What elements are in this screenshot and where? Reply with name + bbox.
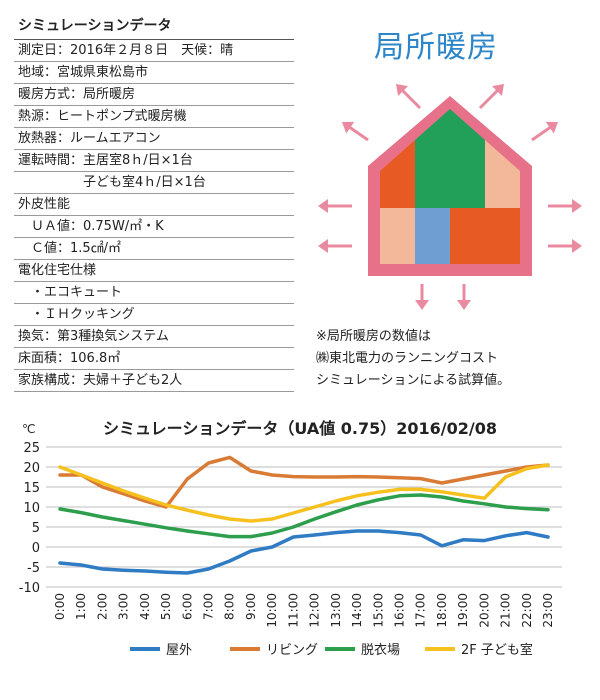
- heat-arrow-head: [396, 84, 409, 97]
- y-tick-label: 0: [32, 541, 40, 556]
- x-tick-label: 21:00: [499, 593, 513, 628]
- series-line-3: [58, 463, 550, 523]
- room-bottom-left: [380, 208, 415, 264]
- spec-row: 運転時間：主居室8ｈ/日×1台: [14, 150, 294, 172]
- series-line-1: [58, 455, 550, 509]
- spec-row: 熱源：ヒートポンプ式暖房機: [14, 106, 294, 128]
- y-tick-label: 25: [23, 441, 40, 456]
- house-rooms: [380, 109, 520, 264]
- room-top-right: [485, 140, 520, 208]
- spec-rows: 測定日：2016年２月８日 天候：晴 地域：宮城県東松島市 暖房方式：局所暖房 熱源：…: [14, 40, 294, 392]
- heat-arrow-head: [342, 121, 355, 134]
- hero-title: 局所暖房: [374, 30, 498, 65]
- x-tick-label: 15:00: [371, 593, 385, 628]
- y-axis-label: ℃: [22, 422, 35, 436]
- note-line: シミュレーションによる試算値。: [316, 373, 511, 388]
- heat-arrow-shaft: [478, 87, 501, 110]
- x-tick-label: 23:00: [541, 593, 555, 628]
- spec-row: ＵＡ値：0.75W/㎡・K: [14, 216, 294, 238]
- x-tick-label: 11:00: [286, 593, 300, 628]
- chart-title: シミュレーションデータ（UA値 0.75）2016/02/08: [102, 419, 498, 438]
- heat-arrow-head: [572, 239, 582, 253]
- legend-label: 脱衣場: [361, 642, 400, 658]
- heat-arrows: [318, 84, 582, 310]
- room-top-left: [380, 140, 415, 208]
- heat-arrow-head: [545, 121, 558, 134]
- spec-row: 床面積：106.8㎡: [14, 348, 294, 370]
- y-tick-label: 20: [23, 461, 40, 476]
- room-bottom-center: [415, 208, 450, 264]
- y-tick-label: -5: [27, 561, 40, 576]
- spec-row: 地域：宮城県東松島市: [14, 62, 294, 84]
- spec-title: シミュレーションデータ: [14, 12, 294, 40]
- x-tick-label: 17:00: [414, 593, 428, 628]
- heat-arrow-shaft: [531, 124, 554, 142]
- y-tick-label: 10: [23, 501, 40, 516]
- x-tick-label: 7:00: [202, 593, 216, 620]
- series-line-0: [58, 529, 550, 575]
- house-illustration: [318, 84, 582, 310]
- heat-arrow-shaft: [346, 124, 369, 142]
- x-tick-label: 20:00: [477, 593, 491, 628]
- spec-row: 暖房方式：局所暖房: [14, 84, 294, 106]
- x-tick-label: 14:00: [350, 593, 364, 628]
- spec-row: 家族構成：夫婦＋子ども2人: [14, 370, 294, 392]
- series-line-2: [58, 493, 550, 539]
- x-tick-label: 16:00: [392, 593, 406, 628]
- x-tick-label: 1:00: [74, 593, 88, 620]
- y-tick-label: 15: [23, 481, 40, 496]
- x-tick-label: 4:00: [138, 593, 152, 620]
- x-tick-label: 9:00: [244, 593, 258, 620]
- x-tick-label: 22:00: [520, 593, 534, 628]
- heat-arrow-head: [457, 300, 471, 310]
- spec-row: 放熱器：ルームエアコン: [14, 128, 294, 150]
- room-bottom-right: [450, 208, 520, 264]
- legend-label: 2F 子ども室: [461, 642, 533, 658]
- x-tick-label: 18:00: [435, 593, 449, 628]
- x-tick-label: 3:00: [117, 593, 131, 620]
- heat-arrow-head: [318, 199, 328, 213]
- spec-row: 子ども室4ｈ/日×1台: [14, 172, 294, 194]
- spec-row: 測定日：2016年２月８日 天候：晴: [14, 40, 294, 62]
- room-top-center: [415, 109, 485, 208]
- heat-arrow-shaft: [399, 87, 422, 110]
- spec-row: Ｃ値：1.5㎠/㎡: [14, 238, 294, 260]
- spec-row: 換気：第3種換気システム: [14, 326, 294, 348]
- note-text: ※局所暖房の数値は ㈱東北電力のランニングコスト シミュレーションによる試算値。: [316, 326, 510, 392]
- y-tick-label: -10: [19, 581, 40, 596]
- x-tick-label: 0:00: [53, 593, 67, 620]
- note-line: ㈱東北電力のランニングコスト: [316, 351, 499, 366]
- x-tick-label: 5:00: [159, 593, 173, 620]
- spec-row: 外皮性能: [14, 194, 294, 216]
- x-tick-label: 10:00: [265, 593, 279, 628]
- simulation-spec-table: シミュレーションデータ 測定日：2016年２月８日 天候：晴 地域：宮城県東松島市…: [14, 12, 294, 392]
- x-tick-label: 2:00: [95, 593, 109, 620]
- heat-arrow-head: [318, 239, 328, 253]
- x-tick-label: 19:00: [456, 593, 470, 628]
- x-tick-label: 8:00: [223, 593, 237, 620]
- spec-row: ・ＩＨクッキング: [14, 304, 294, 326]
- y-tick-label: 5: [32, 521, 40, 536]
- spec-row: 電化住宅仕様: [14, 260, 294, 282]
- spec-row: ・エコキュート: [14, 282, 294, 304]
- note-line: ※局所暖房の数値は: [316, 329, 431, 344]
- heat-arrow-head: [415, 300, 429, 310]
- legend-label: リビング: [266, 643, 318, 658]
- heat-arrow-head: [491, 84, 504, 97]
- x-tick-label: 6:00: [180, 593, 194, 620]
- heat-arrow-head: [572, 199, 582, 213]
- x-tick-label: 13:00: [329, 593, 343, 628]
- x-tick-label: 12:00: [308, 593, 322, 628]
- legend-label: 屋外: [166, 643, 192, 658]
